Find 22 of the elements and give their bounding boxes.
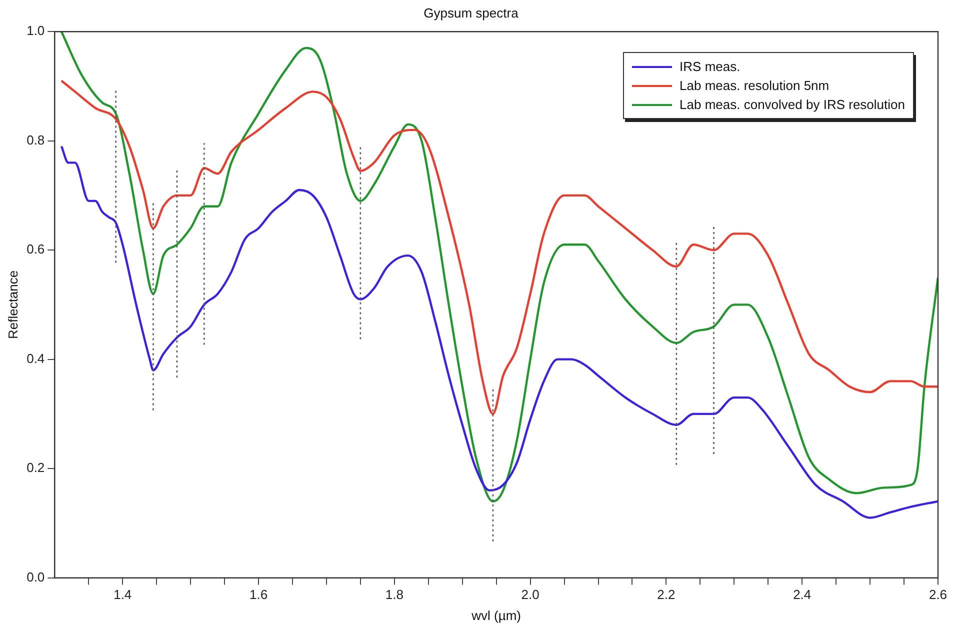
chart-title: Gypsum spectra <box>424 5 520 20</box>
y-tick-label: 0.2 <box>26 460 45 476</box>
y-tick-label: 0.4 <box>26 350 45 366</box>
legend-label: Lab meas. resolution 5nm <box>680 78 830 93</box>
x-tick-label: 2.0 <box>521 587 540 602</box>
y-tick-label: 0.8 <box>26 132 45 148</box>
y-tick-label: 0.6 <box>26 242 45 257</box>
x-axis-title: wvl (µm) <box>470 608 522 623</box>
line-series <box>60 145 938 519</box>
x-tick-label: 2.6 <box>928 587 948 602</box>
y-tick-label: 0.0 <box>26 569 45 584</box>
x-tick-label: 2.4 <box>793 587 812 602</box>
line-series <box>60 80 938 416</box>
legend-label: Lab meas. convolved by IRS resolution <box>680 96 905 112</box>
x-tick-label: 1.6 <box>249 587 268 602</box>
line-series <box>60 32 938 502</box>
x-tick-label: 1.4 <box>114 587 132 602</box>
x-tick-label: 2.2 <box>657 587 676 602</box>
y-tick-label: 1.0 <box>26 23 45 38</box>
y-axis-title: Reflectance <box>5 270 20 340</box>
x-tick-label: 1.8 <box>385 587 404 602</box>
legend-label: IRS meas. <box>680 58 740 74</box>
